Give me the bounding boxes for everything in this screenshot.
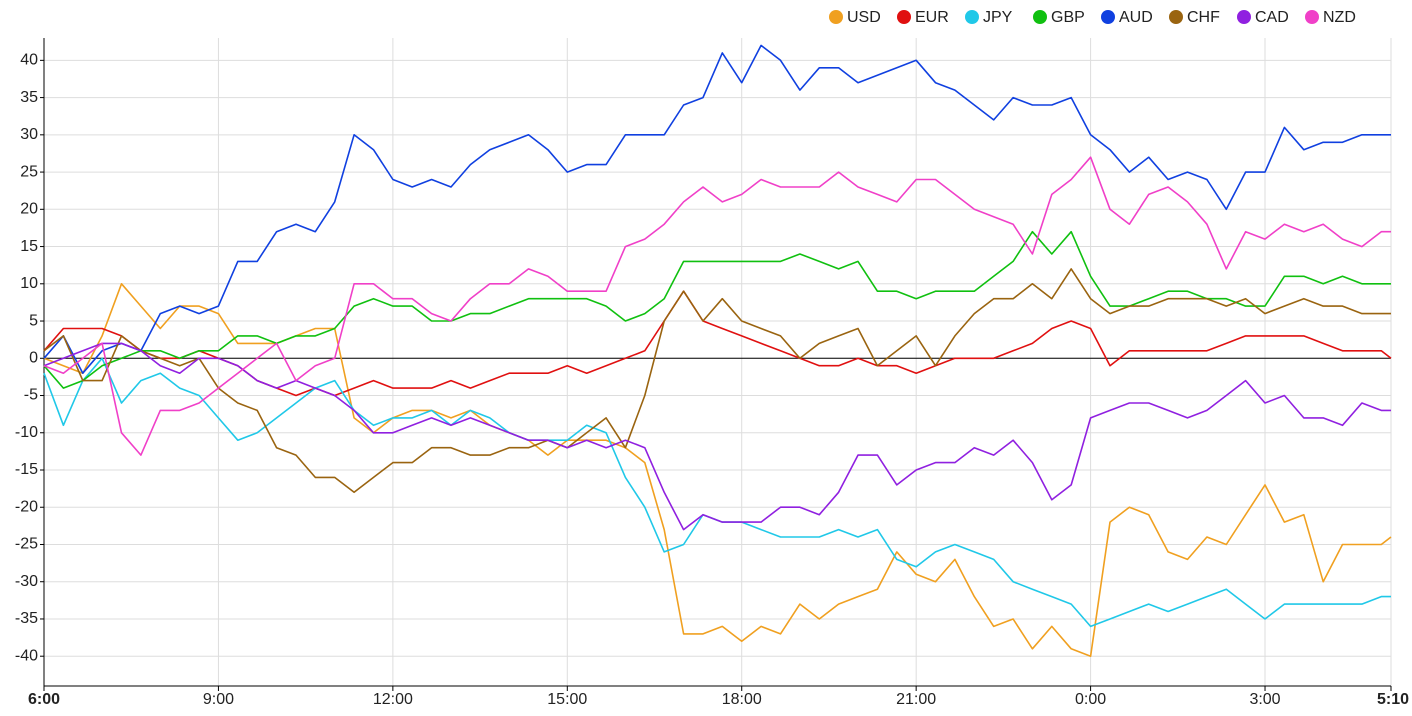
x-tick-label: 18:00	[722, 691, 762, 708]
x-tick-label: 21:00	[896, 691, 936, 708]
y-tick-label: -20	[15, 498, 38, 515]
x-tick-label: 0:00	[1075, 691, 1106, 708]
y-tick-label: 15	[20, 238, 38, 255]
y-tick-label: -15	[15, 461, 38, 478]
series-line	[43, 357, 1391, 628]
legend-label: NZD	[1323, 9, 1356, 26]
y-tick-label: 10	[20, 275, 38, 292]
legend-label: CAD	[1255, 9, 1289, 26]
y-tick-label: 5	[29, 312, 38, 329]
legend-label: CHF	[1187, 9, 1220, 26]
legend-marker	[1305, 10, 1319, 24]
legend-marker	[1237, 10, 1251, 24]
legend-label: EUR	[915, 9, 949, 26]
y-tick-label: -35	[15, 610, 38, 627]
legend-label: AUD	[1119, 9, 1153, 26]
series-line	[43, 156, 1391, 456]
y-tick-label: -5	[24, 387, 38, 404]
x-tick-label: 9:00	[203, 691, 234, 708]
legend-label: JPY	[983, 9, 1013, 26]
legend-marker	[965, 10, 979, 24]
legend-marker	[897, 10, 911, 24]
legend-marker	[829, 10, 843, 24]
y-tick-label: -40	[15, 647, 38, 664]
y-tick-label: 35	[20, 89, 38, 106]
legend-label: USD	[847, 9, 881, 26]
x-tick-label: 3:00	[1249, 691, 1280, 708]
legend-marker	[1169, 10, 1183, 24]
y-tick-label: 0	[29, 349, 38, 366]
y-tick-label: 30	[20, 126, 38, 143]
y-tick-label: -30	[15, 573, 38, 590]
y-tick-label: -10	[15, 424, 38, 441]
series-line	[43, 342, 1391, 531]
series-line	[43, 44, 1391, 374]
x-tick-label: 15:00	[547, 691, 587, 708]
x-tick-label: 6:00	[28, 691, 60, 708]
y-tick-label: 25	[20, 163, 38, 180]
x-tick-label: 5:10	[1377, 691, 1409, 708]
legend-marker	[1033, 10, 1047, 24]
series-line	[43, 230, 1391, 389]
legend-label: GBP	[1051, 9, 1085, 26]
y-tick-label: -25	[15, 536, 38, 553]
series-line	[43, 283, 1392, 657]
x-tick-label: 12:00	[373, 691, 413, 708]
series-line	[43, 268, 1391, 494]
y-tick-label: 20	[20, 201, 38, 218]
legend-marker	[1101, 10, 1115, 24]
y-tick-label: 40	[20, 52, 38, 69]
